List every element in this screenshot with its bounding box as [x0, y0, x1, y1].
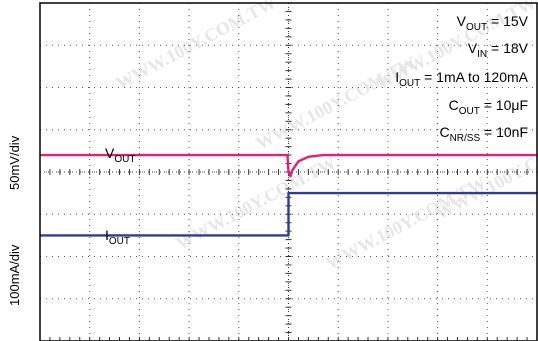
y-axis-label-vout-scale: 50mV/div [7, 135, 22, 190]
y-axis-label-iout-scale: 100mA/div [7, 244, 22, 306]
condition-vin: VIN = 18V [468, 40, 529, 60]
watermark-text: WWW.100Y.COM.TW [172, 152, 339, 253]
plot-frame [39, 2, 538, 341]
condition-cnrss: CNR/SS = 10nF [439, 124, 528, 144]
vout-trace [40, 153, 537, 178]
condition-cout: COUT = 10μF [449, 97, 528, 117]
watermark-text: WWW.100Y.COM.TW [322, 172, 489, 273]
condition-vout: VOUT = 15V [457, 13, 529, 33]
traces [40, 153, 537, 237]
condition-iout: IOUT = 1mA to 120mA [395, 69, 528, 89]
watermark-text: WWW.100Y.COM.TW [112, 0, 279, 94]
iout-trace [40, 191, 537, 237]
series-label-vout: VOUT [105, 145, 135, 165]
condition-list: VOUT = 15V VIN = 18V IOUT = 1mA to 120mA… [395, 13, 528, 144]
series-label-iout: IOUT [105, 227, 130, 247]
